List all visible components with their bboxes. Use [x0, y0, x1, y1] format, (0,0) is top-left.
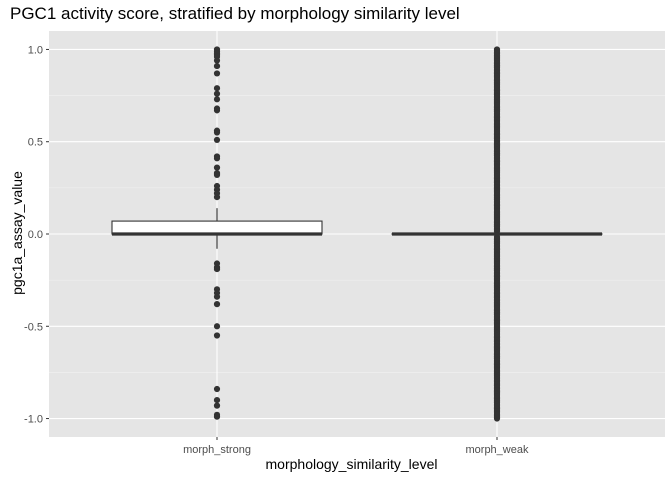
outlier-point [213, 396, 221, 404]
outlier-point [213, 413, 221, 420]
outlier-point [213, 129, 221, 136]
outlier-point [213, 136, 221, 143]
chart-title: PGC1 activity score, stratified by morph… [10, 4, 460, 23]
outlier-point [213, 332, 221, 339]
y-tick-label: -0.5 [24, 321, 43, 333]
outlier-point [213, 265, 221, 273]
outlier-point [213, 193, 221, 201]
y-tick-label: -1.0 [24, 414, 43, 426]
y-axis-title: pgc1a_assay_value [9, 171, 25, 295]
outlier-point [213, 62, 221, 70]
outlier-point [213, 171, 221, 179]
outlier-point [213, 107, 221, 114]
box [111, 220, 323, 235]
outlier-point [213, 293, 221, 300]
outlier-point [213, 96, 221, 103]
x-axis-title: morphology_similarity_level [265, 456, 438, 472]
outlier-point [213, 323, 221, 330]
x-tick-label: morph_weak [466, 444, 529, 456]
outlier-point [213, 90, 221, 97]
outlier-point [493, 46, 501, 53]
y-tick-label: 0.0 [28, 229, 43, 241]
outlier-point [213, 70, 221, 77]
y-tick-label: 1.0 [28, 44, 43, 56]
outlier-point [213, 385, 221, 393]
outlier-point [213, 402, 221, 409]
outlier-point [213, 301, 221, 308]
y-tick-label: 0.5 [28, 137, 43, 149]
outlier-point [213, 164, 221, 171]
outlier-point [213, 57, 221, 64]
x-tick-label: morph_strong [183, 444, 251, 456]
outlier-point [213, 155, 221, 162]
outlier-point [213, 85, 221, 92]
